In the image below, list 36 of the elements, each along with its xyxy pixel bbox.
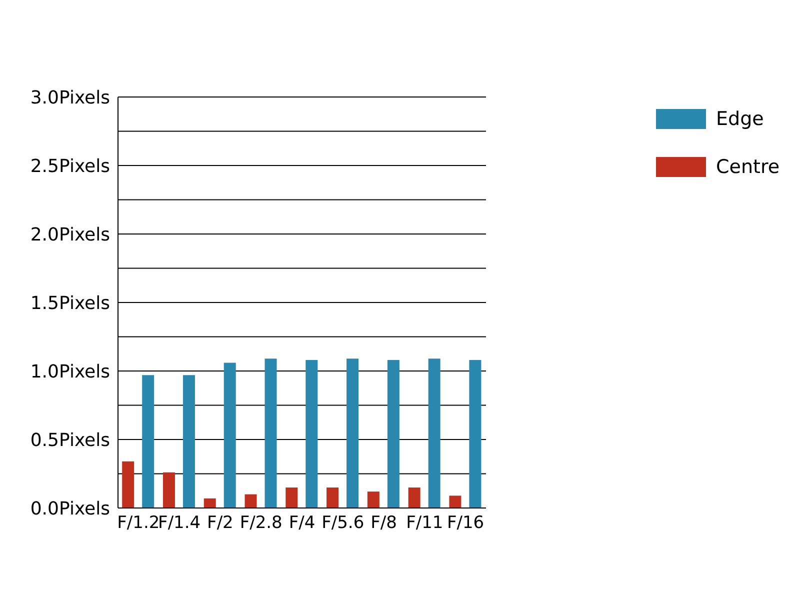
y-tick-label: 0.0Pixels [30,498,110,520]
bar [182,375,195,508]
bar [306,360,318,508]
y-tick-label: 3.0Pixels [30,87,110,108]
bar [387,360,400,508]
y-tick-label: 1.0Pixels [30,361,110,382]
x-tick-label: F/11 [406,513,444,534]
bar [286,487,298,508]
y-tick-label: 0.5Pixels [30,430,110,451]
bar [469,360,482,508]
bar [449,496,462,508]
x-tick-label: F/2.8 [240,513,282,534]
bar [244,494,257,508]
bar [346,358,359,508]
x-tick-label: F/4 [288,513,316,534]
bar [326,487,339,508]
y-tick-label: 1.5Pixels [30,292,110,314]
bar [264,358,277,508]
x-tick-label: F/16 [446,513,484,534]
x-tick-label: F/1.2 [117,513,160,534]
bar [367,492,380,508]
x-tick-label: F/8 [370,513,397,534]
bar [204,498,216,508]
bar [142,375,154,508]
legend-label: Centre [716,156,780,178]
legend-label: Edge [716,108,764,130]
bar [162,472,175,508]
y-tick-label: 2.0Pixels [30,224,110,246]
bar [224,362,236,508]
bar [122,461,134,508]
x-tick-label: F/5.6 [322,513,364,534]
x-tick-label: F/1.4 [158,513,201,534]
y-tick-label: 2.5Pixels [30,156,110,177]
bar [408,487,420,508]
x-tick-label: F/2 [207,513,234,534]
bar [428,358,440,508]
